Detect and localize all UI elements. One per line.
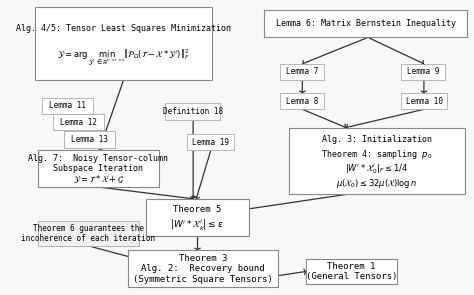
- Text: Definition 18: Definition 18: [163, 107, 223, 116]
- Text: Theorem 6 guarantees the: Theorem 6 guarantees the: [33, 224, 144, 233]
- Text: incoherence of each iteration: incoherence of each iteration: [21, 234, 155, 243]
- Text: Lemma 6: Matrix Bernstein Inequality: Lemma 6: Matrix Bernstein Inequality: [276, 19, 456, 28]
- Text: Theorem 5: Theorem 5: [173, 205, 221, 214]
- Text: Lemma 7: Lemma 7: [286, 67, 318, 76]
- FancyBboxPatch shape: [280, 93, 324, 109]
- FancyBboxPatch shape: [187, 134, 234, 150]
- FancyBboxPatch shape: [401, 64, 445, 80]
- FancyBboxPatch shape: [264, 9, 467, 37]
- FancyBboxPatch shape: [42, 98, 93, 114]
- Text: $\mathcal{Y} = \mathcal{T} * \mathcal{X} + \mathcal{G}$: $\mathcal{Y} = \mathcal{T} * \mathcal{X}…: [73, 173, 124, 185]
- Text: Alg. 3: Initialization: Alg. 3: Initialization: [322, 135, 432, 144]
- Text: Theorem 3: Theorem 3: [179, 254, 227, 263]
- FancyBboxPatch shape: [165, 104, 220, 119]
- FancyBboxPatch shape: [401, 93, 447, 109]
- Text: Lemma 9: Lemma 9: [407, 67, 439, 76]
- FancyBboxPatch shape: [53, 114, 104, 130]
- FancyBboxPatch shape: [289, 128, 465, 194]
- Text: Lemma 19: Lemma 19: [192, 138, 229, 147]
- FancyBboxPatch shape: [36, 6, 211, 80]
- Text: Alg. 7:  Noisy Tensor-column: Alg. 7: Noisy Tensor-column: [28, 154, 168, 163]
- FancyBboxPatch shape: [306, 259, 397, 284]
- Text: Subspace Iteration: Subspace Iteration: [53, 164, 143, 173]
- FancyBboxPatch shape: [37, 221, 139, 246]
- Text: Lemma 10: Lemma 10: [406, 97, 443, 106]
- Text: Lemma 11: Lemma 11: [49, 101, 86, 110]
- Text: (General Tensors): (General Tensors): [306, 272, 397, 281]
- Text: Alg. 4/5: Tensor Least Squares Minimization: Alg. 4/5: Tensor Least Squares Minimizat…: [16, 24, 231, 33]
- Text: (Symmetric Square Tensors): (Symmetric Square Tensors): [133, 275, 273, 283]
- FancyBboxPatch shape: [280, 64, 324, 80]
- Text: Lemma 8: Lemma 8: [286, 97, 318, 106]
- Text: Lemma 13: Lemma 13: [71, 135, 108, 144]
- FancyBboxPatch shape: [146, 199, 249, 236]
- Text: Theorem 1: Theorem 1: [327, 262, 375, 271]
- Text: $\left|W^{\prime} * \mathcal{X}_0^{\prime}\right|_F \leq 1/4$: $\left|W^{\prime} * \mathcal{X}_0^{\prim…: [345, 162, 408, 176]
- Text: $\left|W^{\prime} * \mathcal{X}_k^{\prime}\right| \leq \varepsilon$: $\left|W^{\prime} * \mathcal{X}_k^{\prim…: [171, 217, 224, 232]
- FancyBboxPatch shape: [37, 150, 159, 187]
- Text: Theorem 4: sampling $p_0$: Theorem 4: sampling $p_0$: [321, 148, 432, 160]
- Text: $\mathcal{Y} = \arg\min_{\mathcal{Y}^{\prime} \in \mathbb{R}^{n \times r \times : $\mathcal{Y} = \arg\min_{\mathcal{Y}^{\p…: [57, 48, 190, 68]
- Text: Alg. 2:  Recovery bound: Alg. 2: Recovery bound: [141, 264, 264, 273]
- FancyBboxPatch shape: [128, 250, 278, 287]
- Text: Lemma 12: Lemma 12: [60, 118, 97, 127]
- FancyBboxPatch shape: [64, 131, 115, 148]
- Text: $\mu(\mathcal{X}_0) \leq 32\mu(\mathcal{X}) \log n$: $\mu(\mathcal{X}_0) \leq 32\mu(\mathcal{…: [336, 177, 418, 190]
